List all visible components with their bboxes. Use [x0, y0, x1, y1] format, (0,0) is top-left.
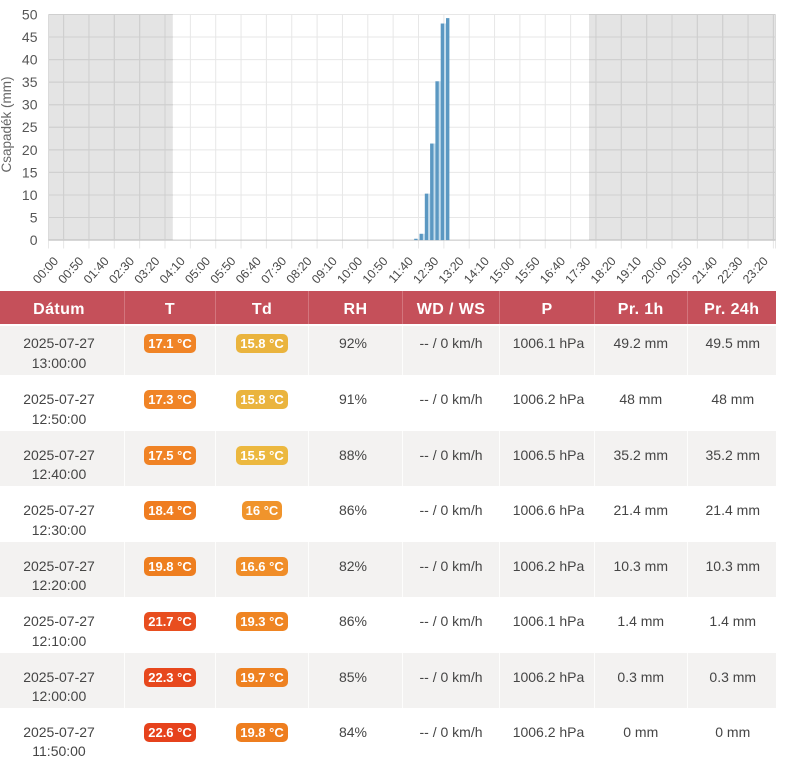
svg-text:20: 20 [22, 142, 38, 158]
svg-text:40: 40 [22, 52, 38, 68]
svg-text:10: 10 [22, 187, 38, 203]
svg-text:5: 5 [30, 209, 38, 225]
svg-text:15: 15 [22, 164, 38, 180]
svg-text:25: 25 [22, 119, 38, 135]
svg-text:Csapadék (mm): Csapadék (mm) [0, 76, 14, 172]
svg-text:50: 50 [22, 6, 38, 22]
svg-text:0: 0 [30, 232, 38, 248]
svg-text:35: 35 [22, 74, 38, 90]
svg-text:30: 30 [22, 97, 38, 113]
svg-text:45: 45 [22, 29, 38, 45]
